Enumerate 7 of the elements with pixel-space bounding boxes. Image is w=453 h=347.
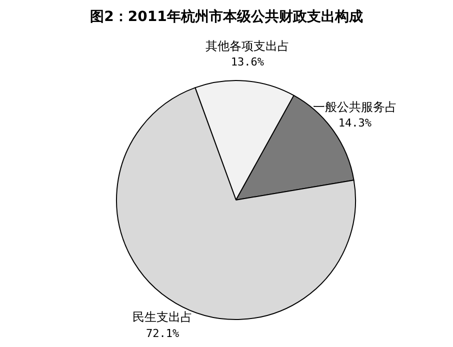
- slice-label: 一般公共服务占: [312, 100, 397, 114]
- data-label: 14.3%: [338, 116, 372, 130]
- slice-label: 民生支出占: [132, 310, 193, 324]
- slice-label: 其他各项支出占: [205, 38, 290, 53]
- data-label: 72.1%: [146, 326, 180, 340]
- chart-title: 图2：2011年杭州市本级公共财政支出构成: [89, 8, 364, 26]
- data-label: 13.6%: [230, 56, 264, 69]
